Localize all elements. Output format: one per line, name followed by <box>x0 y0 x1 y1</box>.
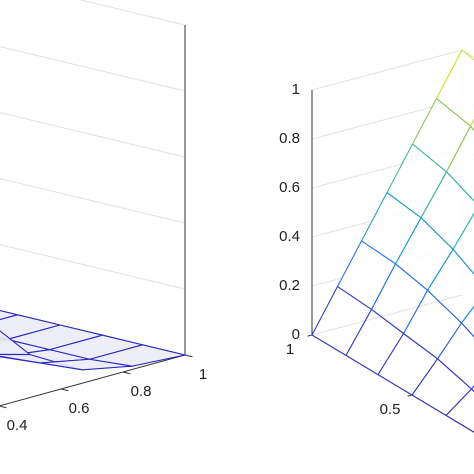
surface-facet <box>89 344 186 367</box>
surface-facet <box>0 310 19 321</box>
x-tick-label: 0.4 <box>7 417 28 434</box>
x-tick-mark <box>407 394 413 397</box>
surface-facet <box>311 285 373 356</box>
z-tick-label: 0.8 <box>279 130 300 147</box>
x-tick-mark <box>307 334 313 337</box>
grid-line <box>78 0 186 26</box>
surface-facet <box>0 330 31 356</box>
z-tick-label: 0 <box>292 326 300 343</box>
z-tick-label: 1 <box>292 81 300 98</box>
x-tick-mark <box>184 354 193 358</box>
x-tick-mark <box>122 371 131 375</box>
axis-line <box>0 354 186 407</box>
z-tick-label: 0.2 <box>279 277 300 294</box>
grid-line <box>0 244 186 290</box>
x-tick-label: 0.6 <box>69 400 90 417</box>
x-tick-label: 0.5 <box>380 401 401 418</box>
x-tick-label: 1 <box>199 366 207 383</box>
grid-line <box>0 112 186 158</box>
grid-line <box>0 46 186 92</box>
x-tick-mark <box>60 388 69 392</box>
x-tick-mark <box>0 405 7 409</box>
z-tick-label: 0.6 <box>279 179 300 196</box>
x-tick-label: 1 <box>286 341 294 358</box>
z-tick-label: 0.4 <box>279 228 300 245</box>
x-tick-label: 0.8 <box>131 383 152 400</box>
grid-line <box>0 178 186 224</box>
